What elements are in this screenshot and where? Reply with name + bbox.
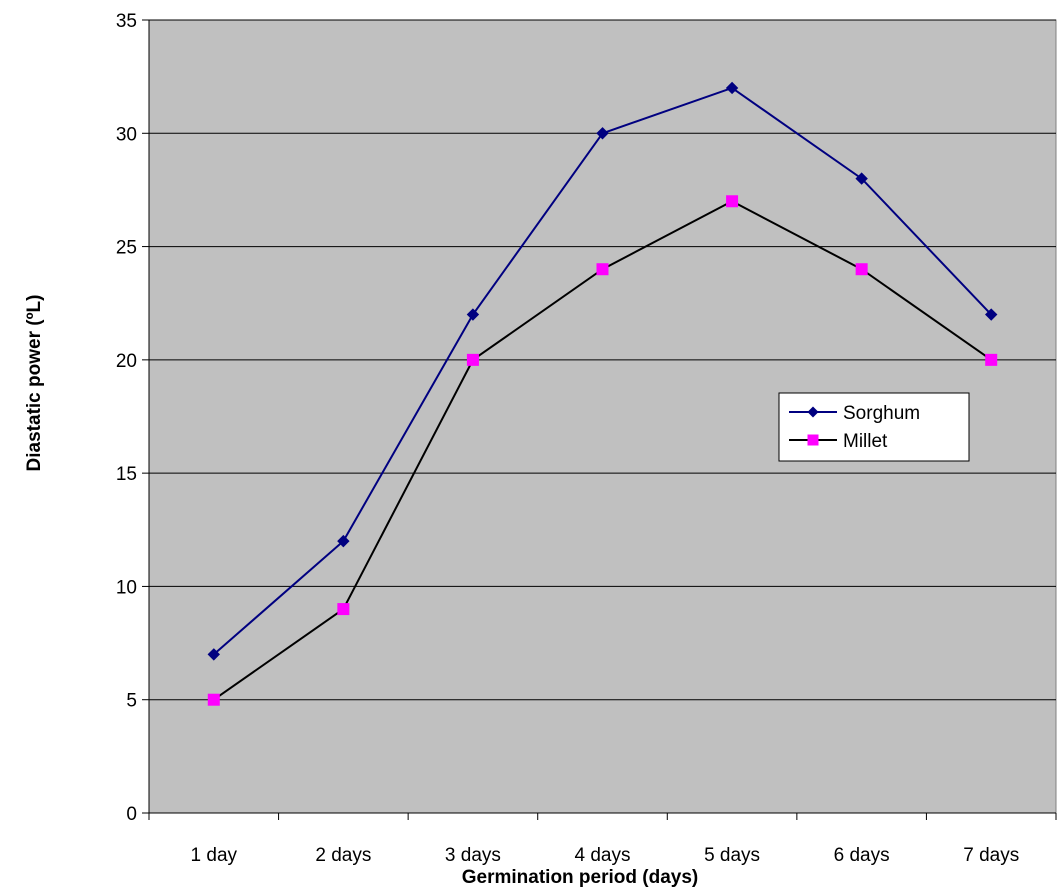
y-tick-label: 35 bbox=[116, 11, 137, 32]
x-tick-label: 1 day bbox=[191, 845, 238, 866]
millet-point bbox=[855, 263, 868, 276]
sorghum-point bbox=[725, 81, 739, 95]
x-tick-label: 3 days bbox=[445, 845, 501, 866]
legend: Sorghum Millet bbox=[778, 392, 970, 462]
sorghum-point bbox=[466, 308, 480, 321]
legend-millet-marker bbox=[807, 434, 819, 446]
x-tick-label: 5 days bbox=[704, 845, 760, 866]
sorghum-point bbox=[985, 308, 998, 321]
x-tick-label: 6 days bbox=[834, 845, 890, 866]
millet-point bbox=[596, 263, 609, 276]
x-axis-title: Germination period (days) bbox=[462, 867, 698, 888]
y-axis: 0 5 10 15 20 25 30 35 bbox=[116, 11, 150, 825]
millet-point bbox=[337, 603, 350, 616]
y-tick-label: 20 bbox=[116, 351, 137, 372]
y-tick-label: 0 bbox=[126, 804, 137, 825]
sorghum-point bbox=[855, 172, 868, 185]
sorghum-point bbox=[207, 648, 220, 661]
legend-millet-label: Millet bbox=[843, 431, 888, 452]
sorghum-point bbox=[596, 127, 609, 140]
y-tick-label: 25 bbox=[116, 238, 137, 259]
millet-point bbox=[466, 353, 479, 366]
x-axis: 1 day 2 days 3 days 4 days 5 days 6 days 7 day… bbox=[148, 812, 1057, 866]
millet-point bbox=[726, 195, 739, 208]
y-tick-label: 5 bbox=[126, 691, 137, 712]
x-tick-label: 2 days bbox=[315, 845, 371, 866]
y-axis-title: Diastatic power (ºL) bbox=[24, 295, 45, 472]
series-layer bbox=[207, 81, 998, 706]
legend-sorghum-label: Sorghum bbox=[843, 403, 920, 424]
legend-sorghum-marker bbox=[807, 406, 819, 418]
millet-point bbox=[207, 693, 220, 706]
y-tick-label: 15 bbox=[116, 464, 137, 485]
x-tick-label: 4 days bbox=[575, 845, 631, 866]
millet-point bbox=[985, 353, 998, 366]
y-tick-label: 10 bbox=[116, 577, 137, 598]
x-tick-label: 7 days bbox=[963, 845, 1019, 866]
y-tick-label: 30 bbox=[116, 124, 137, 145]
sorghum-point bbox=[337, 534, 350, 548]
legend-box bbox=[778, 392, 970, 462]
